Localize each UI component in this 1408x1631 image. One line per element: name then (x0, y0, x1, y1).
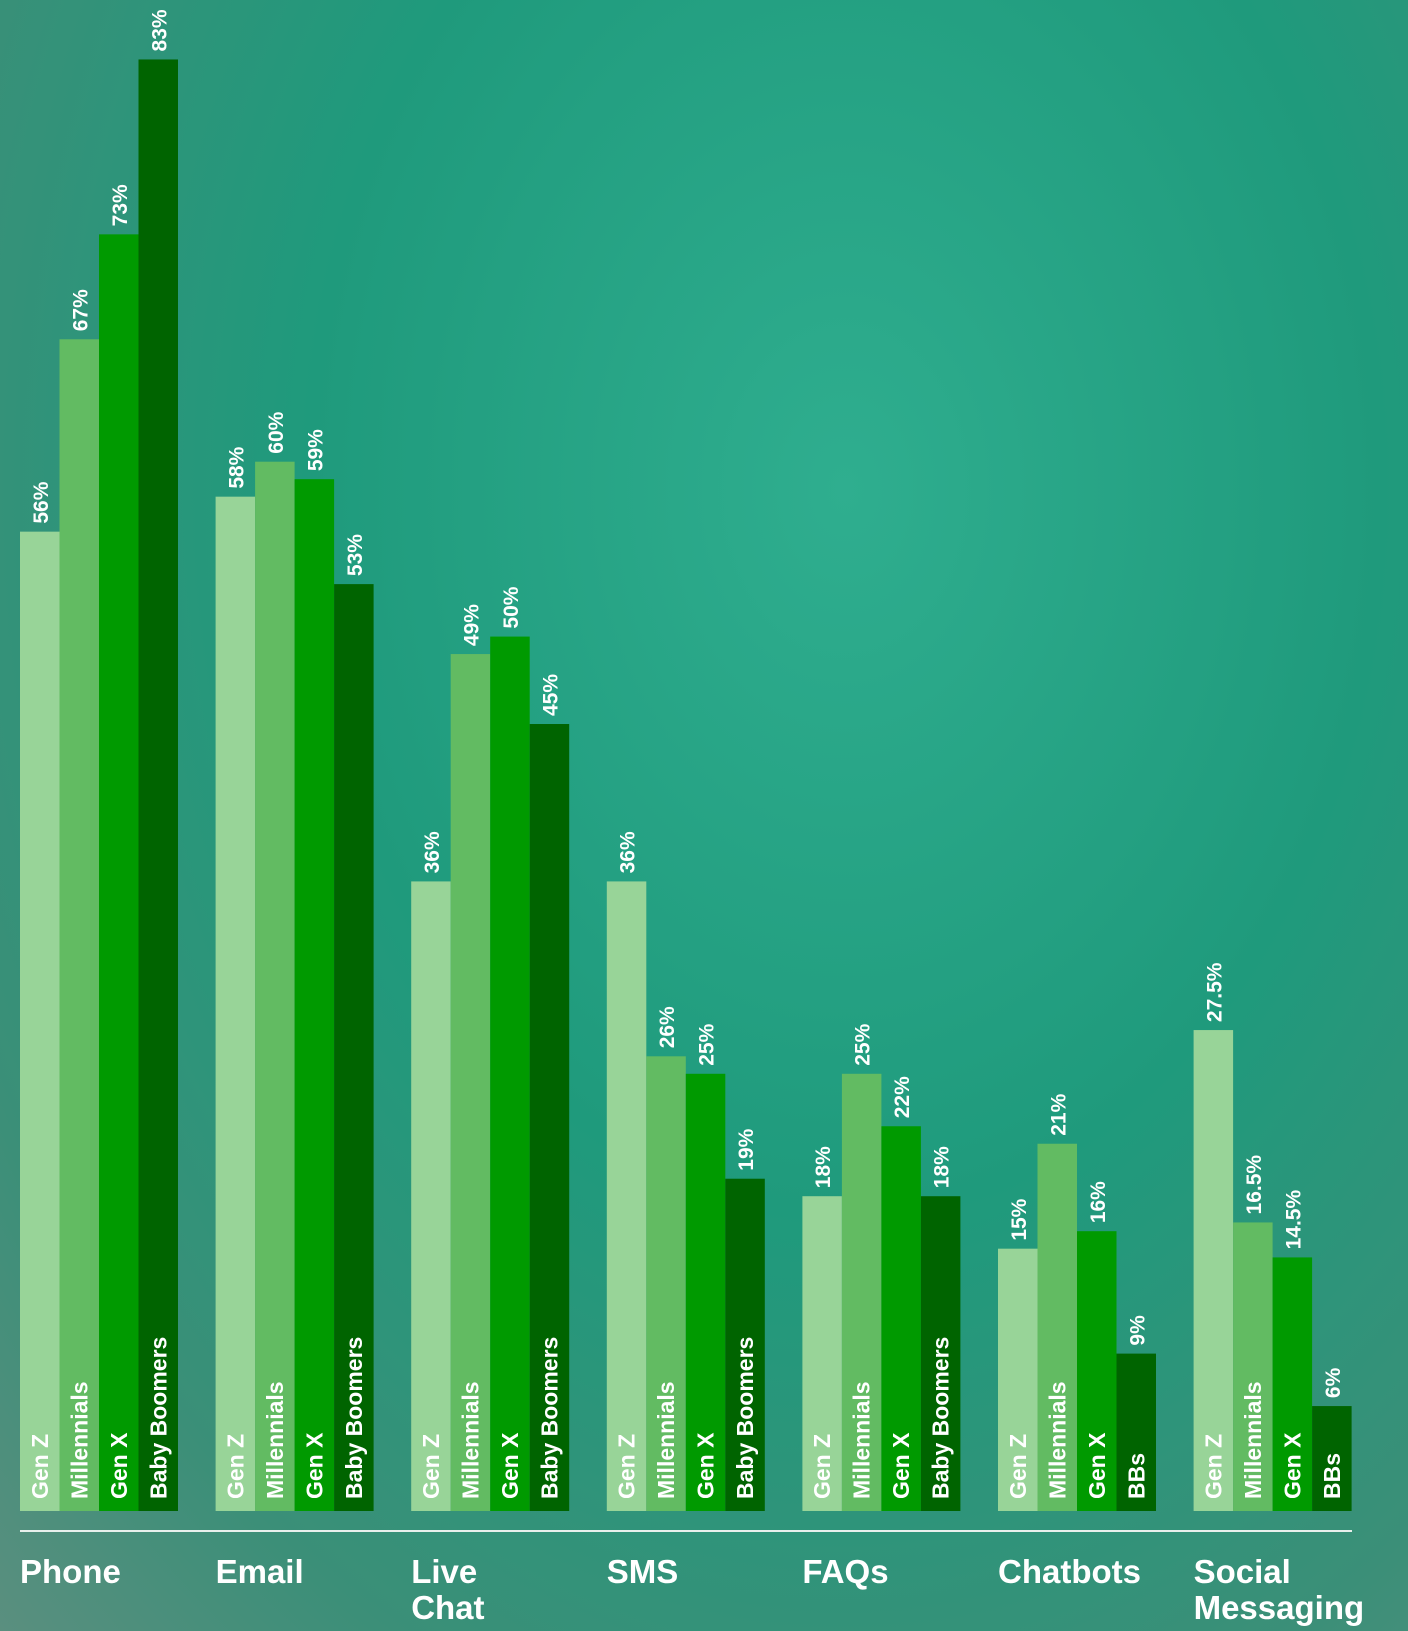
value-label: 19% (735, 1128, 758, 1170)
category-label: Live Chat (411, 1554, 557, 1625)
bar-label: Baby Boomers (341, 1337, 367, 1499)
value-label: 15% (1008, 1198, 1031, 1240)
bar-label: Millennials (1044, 1381, 1070, 1499)
category-label: Phone (20, 1554, 166, 1590)
bar-label: Gen Z (222, 1434, 248, 1499)
bar (20, 532, 60, 1511)
value-label: 56% (30, 481, 53, 523)
bar-label: Millennials (66, 1381, 92, 1499)
bar-label: Gen Z (1005, 1434, 1031, 1499)
value-label: 60% (265, 411, 288, 453)
value-label: 16.5% (1243, 1155, 1266, 1215)
value-label: 25% (852, 1023, 875, 1065)
value-label: 22% (891, 1076, 914, 1118)
bar-label: Gen X (693, 1432, 719, 1499)
page: Gen Z 56% Millennials 67% Gen X 73% Baby Boome… (0, 0, 1408, 1631)
value-label: 45% (539, 674, 562, 716)
value-label: 67% (69, 289, 92, 331)
bar-label: BBs (1123, 1453, 1149, 1499)
bar-label: Millennials (457, 1381, 483, 1499)
bar (411, 881, 451, 1511)
bar-label: Gen Z (809, 1434, 835, 1499)
value-label: 83% (148, 9, 171, 51)
value-label: 25% (696, 1023, 719, 1065)
value-label: 21% (1047, 1093, 1070, 1135)
value-label: 14.5% (1282, 1190, 1305, 1250)
category-label: Chatbots (998, 1554, 1144, 1590)
bar-label: Millennials (262, 1381, 288, 1499)
value-label: 26% (656, 1006, 679, 1048)
bar-label: Gen X (1279, 1432, 1305, 1499)
bar-label: Gen Z (27, 1434, 53, 1499)
value-label: 9% (1126, 1315, 1149, 1346)
value-label: 36% (617, 831, 640, 873)
value-label: 73% (109, 184, 132, 226)
value-label: 16% (1087, 1181, 1110, 1223)
bar-label: Baby Boomers (928, 1337, 954, 1499)
value-label: 53% (344, 534, 367, 576)
value-label: 49% (460, 604, 483, 646)
bar-label: Millennials (849, 1381, 875, 1499)
bar-label: Gen X (497, 1432, 523, 1499)
category-label: Social Messaging (1194, 1554, 1340, 1625)
bar-label: Baby Boomers (732, 1337, 758, 1499)
value-label: 59% (304, 429, 327, 471)
category-label: FAQs (802, 1554, 948, 1590)
bar (607, 881, 647, 1511)
chart: Gen Z 56% Millennials 67% Gen X 73% Baby Boome… (0, 0, 1408, 1631)
bar-label: Gen Z (614, 1434, 640, 1499)
bar-label: Baby Boomers (145, 1337, 171, 1499)
bar-label: Millennials (1240, 1381, 1266, 1499)
bar (295, 479, 335, 1511)
bar (60, 339, 100, 1511)
bar-label: Millennials (653, 1381, 679, 1499)
value-label: 27.5% (1203, 962, 1226, 1022)
bar (139, 59, 179, 1511)
bar-label: Gen Z (418, 1434, 444, 1499)
bar (255, 462, 295, 1511)
value-label: 18% (931, 1146, 954, 1188)
bar-label: BBs (1319, 1453, 1345, 1499)
bar-label: Gen X (1084, 1432, 1110, 1499)
category-label: Email (216, 1554, 362, 1590)
value-label: 58% (225, 446, 248, 488)
value-label: 50% (500, 586, 523, 628)
bar-label: Gen X (301, 1432, 327, 1499)
bar (490, 637, 530, 1511)
bar-label: Gen Z (1200, 1434, 1226, 1499)
bar (216, 497, 256, 1511)
bar-label: Gen X (106, 1432, 132, 1499)
value-label: 6% (1322, 1367, 1345, 1398)
category-label: SMS (607, 1554, 753, 1590)
bar-label: Baby Boomers (536, 1337, 562, 1499)
value-label: 36% (421, 831, 444, 873)
bar-label: Gen X (888, 1432, 914, 1499)
value-label: 18% (812, 1146, 835, 1188)
bar (99, 234, 139, 1511)
